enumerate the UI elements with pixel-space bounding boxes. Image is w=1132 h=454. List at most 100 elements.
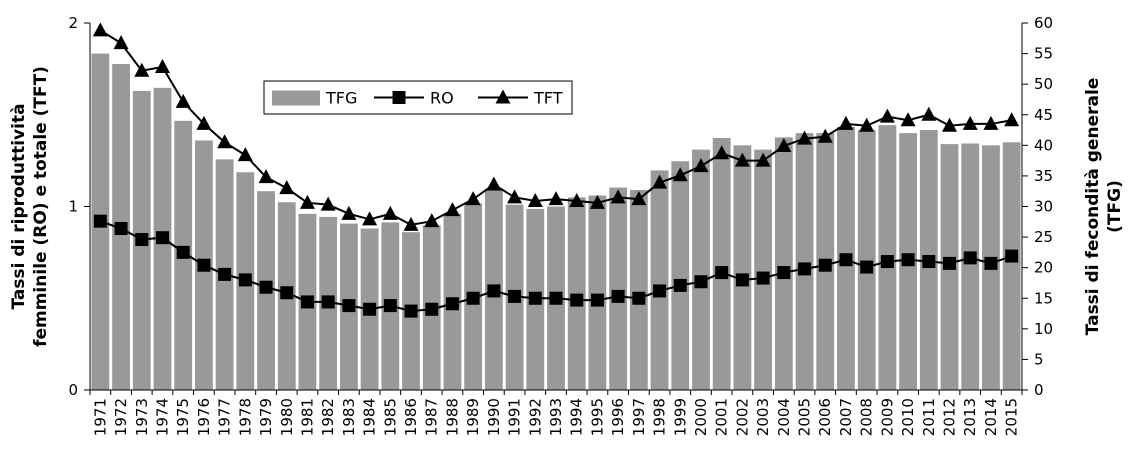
tft-markers <box>92 22 1020 231</box>
tft-point <box>175 93 191 108</box>
tfg-bar <box>588 195 607 390</box>
right-axis-title-line1: Tassi di fecondità generale <box>1083 78 1103 336</box>
tft-point <box>320 196 336 211</box>
x-tick-label: 1975 <box>174 398 192 436</box>
ro-point <box>818 258 832 272</box>
tfg-bar <box>609 187 628 390</box>
x-tick-label: 1997 <box>630 398 648 436</box>
x-tick-label: 2014 <box>982 398 1000 436</box>
right-tick-label: 10 <box>1034 320 1053 338</box>
tft-point <box>1004 112 1020 127</box>
tft-point <box>672 167 688 182</box>
x-tick-label: 1980 <box>278 398 296 436</box>
tft-point <box>548 191 564 206</box>
tft-point <box>817 128 833 143</box>
x-tick-label: 2013 <box>961 398 979 436</box>
x-tick-label: 1999 <box>671 398 689 436</box>
x-tick-label: 1995 <box>588 398 606 436</box>
x-tick-label: 2009 <box>878 398 896 436</box>
x-tick-label: 2010 <box>899 398 917 436</box>
ro-point <box>943 256 957 270</box>
tft-point <box>879 108 895 123</box>
ro-point <box>321 295 335 309</box>
legend-label-ro: RO <box>430 89 454 108</box>
right-tick-label: 30 <box>1034 198 1053 216</box>
legend-marker-tft <box>495 89 511 104</box>
ro-point <box>528 291 542 305</box>
right-tick-label: 5 <box>1034 350 1044 368</box>
x-tick-label: 2012 <box>941 398 959 436</box>
ro-point <box>404 304 418 318</box>
x-tick-label: 1989 <box>464 398 482 436</box>
tfg-bar <box>629 189 648 390</box>
ro-point <box>756 271 770 285</box>
ro-point <box>922 255 936 269</box>
tft-point <box>859 117 875 132</box>
tfg-bar <box>795 133 814 390</box>
right-tick-label: 25 <box>1034 228 1053 246</box>
ro-point <box>259 280 273 294</box>
tft-point <box>962 115 978 130</box>
x-tick-label: 1993 <box>547 398 565 436</box>
ro-point <box>860 260 874 274</box>
x-tick-label: 1976 <box>195 398 213 436</box>
ro-point <box>673 278 687 292</box>
left-tick-label: 0 <box>68 381 78 399</box>
x-tick-label: 1985 <box>381 398 399 436</box>
tft-point <box>196 115 212 130</box>
tft-point <box>983 115 999 130</box>
ro-point <box>114 222 128 236</box>
x-tick-label: 1987 <box>423 398 441 436</box>
x-tick-label: 1986 <box>402 398 420 436</box>
x-tick-label: 2005 <box>796 398 814 436</box>
x-tick-label: 2006 <box>816 398 834 436</box>
tft-point <box>507 189 523 204</box>
tft-point <box>610 189 626 204</box>
right-tick-label: 60 <box>1034 14 1053 32</box>
ro-point <box>549 291 563 305</box>
x-tick-label: 2000 <box>692 398 710 436</box>
right-tick-label: 0 <box>1034 381 1044 399</box>
tft-point <box>589 194 605 209</box>
ro-point <box>135 233 149 247</box>
x-tick-label: 1990 <box>485 398 503 436</box>
tft-point <box>444 202 460 217</box>
ro-point <box>508 289 522 303</box>
tft-point <box>424 213 440 228</box>
x-tick-label: 1998 <box>651 398 669 436</box>
ro-point <box>963 251 977 265</box>
x-tick-label: 2011 <box>920 398 938 436</box>
tft-point <box>942 117 958 132</box>
x-tick-label: 1991 <box>506 398 524 436</box>
legend-label-tft: TFT <box>533 89 563 108</box>
x-tick-label: 1984 <box>361 398 379 436</box>
tft-point <box>486 176 502 191</box>
tft-point <box>154 59 170 74</box>
x-tick-label: 2002 <box>733 398 751 436</box>
ro-point <box>632 291 646 305</box>
x-tick-label: 1992 <box>526 398 544 436</box>
ro-point <box>653 284 667 298</box>
tft-point <box>465 191 481 206</box>
ro-point <box>197 258 211 272</box>
right-axis-title-line2: (TFG) <box>1105 180 1125 233</box>
ro-point <box>798 262 812 276</box>
tft-point <box>258 169 274 184</box>
ro-point <box>715 266 729 280</box>
x-tick-label: 2004 <box>775 398 793 436</box>
legend-marker-ro <box>392 91 406 104</box>
x-tick-label: 1974 <box>153 398 171 436</box>
tft-point <box>299 194 315 209</box>
right-tick-label: 55 <box>1034 45 1053 63</box>
right-tick-label: 35 <box>1034 167 1053 185</box>
tfg-bar <box>1002 142 1021 390</box>
x-tick-label: 1977 <box>216 398 234 436</box>
tft-point <box>693 158 709 173</box>
x-tick-label: 2001 <box>713 398 731 436</box>
tft-point <box>797 130 813 145</box>
ro-point <box>300 295 314 309</box>
tft-point <box>900 112 916 127</box>
legend: TFG RO TFT <box>263 80 573 115</box>
